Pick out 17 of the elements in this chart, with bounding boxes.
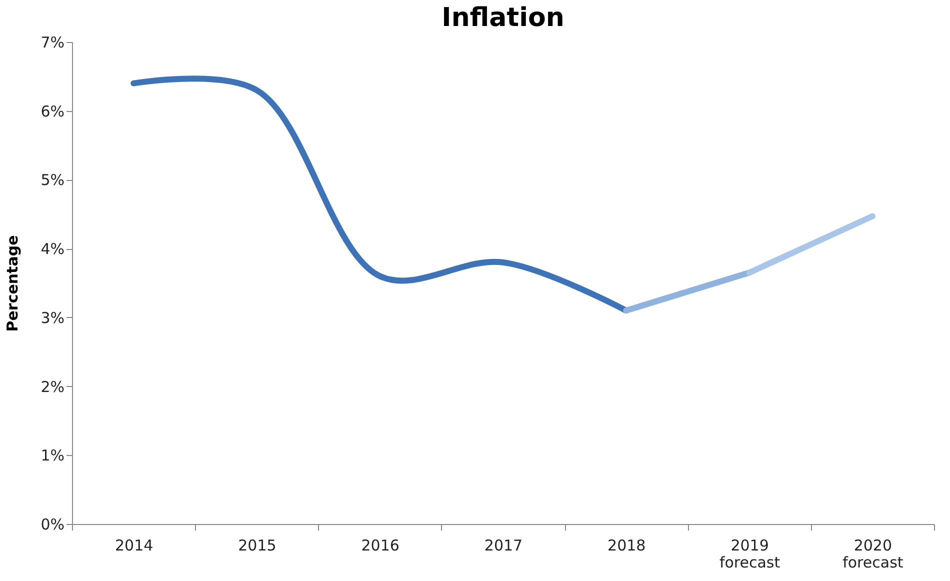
y-tick-label: 1% (40, 446, 64, 465)
y-tick-label: 2% (40, 378, 64, 396)
y-axis-title: Percentage (4, 235, 22, 332)
y-tick-label: 0% (40, 516, 64, 534)
x-tick-label: 2014 (114, 536, 154, 554)
y-tick-label: 6% (40, 102, 64, 120)
x-tick-label: 2015 (238, 536, 276, 554)
chart-title: Inflation (442, 3, 564, 33)
y-tick-label: 3% (40, 308, 64, 327)
y-tick-label: 5% (40, 171, 64, 190)
x-tick-label: 2017 (484, 536, 523, 554)
y-tick-label: 4% (40, 240, 64, 258)
x-tick-label: 2016 (361, 536, 400, 554)
x-tick-label: 2020 forecast (842, 536, 904, 572)
y-tick-label: 7% (40, 34, 64, 52)
x-tick-label: 2018 (608, 536, 646, 554)
x-tick-label: 2019 forecast (719, 536, 780, 572)
